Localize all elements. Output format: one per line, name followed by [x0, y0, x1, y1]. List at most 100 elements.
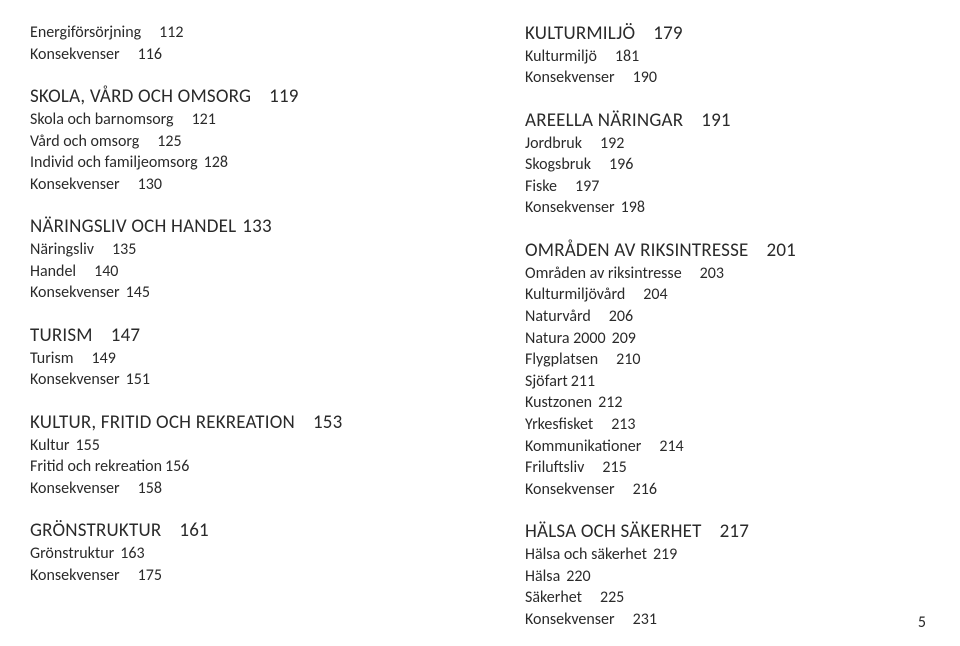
- line-label: Energiförsörjning: [30, 23, 141, 42]
- toc-line: Vård och omsorg 125: [30, 131, 429, 153]
- column-left: Energiförsörjning112Konsekvenser116SKOLA…: [30, 22, 429, 630]
- line-page: 206: [609, 307, 633, 326]
- line-label: Konsekvenser: [30, 175, 120, 194]
- toc-line: Konsekvenser 198: [525, 197, 924, 219]
- line-page: 209: [612, 329, 636, 348]
- line-page: 212: [598, 393, 622, 412]
- toc-line: Konsekvenser216: [525, 479, 924, 501]
- heading-label: HÄLSA OCH SÄKERHET: [525, 520, 702, 543]
- line-label: Konsekvenser: [525, 198, 615, 217]
- toc-line: Sjöfart211: [525, 371, 924, 393]
- heading-page: 217: [720, 520, 750, 543]
- toc-line: Flygplatsen210: [525, 349, 924, 371]
- line-label: Flygplatsen: [525, 350, 598, 369]
- line-label: Områden av riksintresse: [525, 264, 682, 283]
- toc-line: Kulturmiljö 181: [525, 46, 924, 68]
- line-page: 145: [126, 283, 150, 302]
- toc-line: Konsekvenser175: [30, 565, 429, 587]
- toc-line: Handel140: [30, 261, 429, 283]
- toc-line: Kommunikationer214: [525, 436, 924, 458]
- line-page: 196: [609, 155, 633, 174]
- toc-line: Områden av riksintresse 203: [525, 263, 924, 285]
- heading-label: NÄRINGSLIV OCH HANDEL: [30, 215, 236, 238]
- line-page: 219: [653, 545, 677, 564]
- heading-page: 179: [653, 22, 683, 45]
- line-label: Kustzonen: [525, 393, 592, 412]
- line-page: 125: [157, 132, 181, 151]
- toc-line: Konsekvenser 231: [525, 609, 924, 631]
- line-page: 225: [600, 588, 624, 607]
- toc-line: Kustzonen 212: [525, 392, 924, 414]
- right-section-3: HÄLSA OCH SÄKERHET 217 Hälsa och säkerhet 2…: [525, 520, 924, 630]
- line-page: 214: [659, 437, 683, 456]
- line-label: Kultur: [30, 436, 69, 455]
- line-page: 231: [633, 610, 657, 629]
- toc-line: Energiförsörjning112: [30, 22, 429, 44]
- line-label: Kulturmiljö: [525, 47, 597, 66]
- line-label: Turism: [30, 349, 74, 368]
- line-label: Skola och barnomsorg: [30, 110, 174, 129]
- line-page: 128: [204, 153, 228, 172]
- section-heading: KULTUR, FRITID OCH REKREATION153: [30, 411, 429, 435]
- section-heading: GRÖNSTRUKTUR 161: [30, 519, 429, 543]
- line-page: 156: [165, 457, 189, 476]
- line-page: 155: [75, 436, 99, 455]
- toc-line: Konsekvenser130: [30, 174, 429, 196]
- line-label: Fritid och rekreation: [30, 457, 162, 476]
- line-label: Hälsa och säkerhet: [525, 545, 647, 564]
- toc-line: Fiske 197: [525, 176, 924, 198]
- line-label: Konsekvenser: [30, 45, 120, 64]
- left-section-2: NÄRINGSLIV OCH HANDEL 133Näringsliv135Han…: [30, 215, 429, 304]
- section-heading: OMRÅDEN AV RIKSINTRESSE201: [525, 239, 924, 263]
- line-label: Vård och omsorg: [30, 132, 139, 151]
- toc-line: Säkerhet 225: [525, 587, 924, 609]
- line-page: 203: [700, 264, 724, 283]
- toc-line: Yrkesfisket 213: [525, 414, 924, 436]
- heading-label: SKOLA, VÅRD OCH OMSORG: [30, 85, 251, 108]
- line-label: Sjöfart: [525, 372, 568, 391]
- line-page: 181: [615, 47, 639, 66]
- line-label: Konsekvenser: [30, 370, 120, 389]
- line-label: Individ och familjeomsorg: [30, 153, 198, 172]
- toc-line: Grönstruktur163: [30, 543, 429, 565]
- line-page: 213: [611, 415, 635, 434]
- heading-page: 201: [767, 239, 797, 262]
- right-section-2: OMRÅDEN AV RIKSINTRESSE201Områden av rik…: [525, 239, 924, 500]
- toc-line: Turism 149: [30, 348, 429, 370]
- toc-line: Hälsa och säkerhet 219: [525, 544, 924, 566]
- toc-line: Konsekvenser 145: [30, 282, 429, 304]
- heading-page: 119: [269, 85, 299, 108]
- toc-line: Friluftsliv215: [525, 457, 924, 479]
- toc-line: Kultur 155: [30, 435, 429, 457]
- section-heading: HÄLSA OCH SÄKERHET 217: [525, 520, 924, 544]
- heading-label: GRÖNSTRUKTUR: [30, 519, 161, 542]
- heading-page: 147: [111, 324, 141, 347]
- line-label: Säkerhet: [525, 588, 582, 607]
- line-label: Konsekvenser: [30, 283, 120, 302]
- line-page: 197: [575, 177, 599, 196]
- line-label: Naturvård: [525, 307, 591, 326]
- line-page: 140: [94, 262, 118, 281]
- line-label: Yrkesfisket: [525, 415, 593, 434]
- right-section-0: KULTURMILJÖ179Kulturmiljö181Konsekvenser…: [525, 22, 924, 89]
- heading-page: 133: [242, 215, 272, 238]
- line-page: 149: [92, 349, 116, 368]
- toc-line: Konsekvenser158: [30, 478, 429, 500]
- line-label: Friluftsliv: [525, 458, 584, 477]
- heading-page: 161: [179, 519, 209, 542]
- section-heading: SKOLA, VÅRD OCH OMSORG 119: [30, 85, 429, 109]
- line-page: 198: [621, 198, 645, 217]
- line-label: Kulturmiljövård: [525, 285, 625, 304]
- toc-line: Kulturmiljövård204: [525, 284, 924, 306]
- line-page: 211: [571, 372, 595, 391]
- toc-columns: Energiförsörjning112Konsekvenser116SKOLA…: [30, 22, 924, 630]
- toc-line: Konsekvenser151: [30, 369, 429, 391]
- line-label: Konsekvenser: [525, 610, 615, 629]
- line-page: 220: [566, 567, 590, 586]
- toc-line: Näringsliv135: [30, 239, 429, 261]
- line-label: Fiske: [525, 177, 557, 196]
- line-label: Grönstruktur: [30, 544, 114, 563]
- left-section-4: KULTUR, FRITID OCH REKREATION153Kultur 15…: [30, 411, 429, 500]
- line-page: 192: [600, 134, 624, 153]
- right-section-1: AREELLA NÄRINGAR191Jordbruk192Skogsbruk1…: [525, 109, 924, 219]
